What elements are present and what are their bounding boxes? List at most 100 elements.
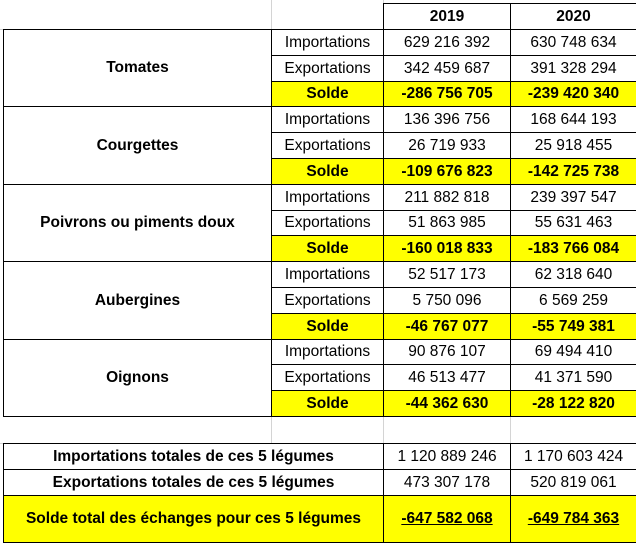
value-cell-text: 6 569 259 <box>539 291 608 309</box>
total-value-text: 473 307 178 <box>403 473 491 491</box>
value-cell[interactable]: 46 513 477 <box>383 364 511 391</box>
total-label[interactable]: Importations totales de ces 5 légumes <box>3 443 384 470</box>
value-cell[interactable]: -28 122 820 <box>510 390 636 417</box>
total-value[interactable]: -647 582 068 <box>383 495 511 543</box>
empty-cell <box>510 416 636 444</box>
total-value-text: -647 582 068 <box>401 510 493 527</box>
value-cell[interactable]: 90 876 107 <box>383 339 511 365</box>
value-cell[interactable]: 168 644 193 <box>510 106 636 133</box>
year-header-2019[interactable]: 2019 <box>383 3 511 30</box>
value-cell[interactable]: -46 767 077 <box>383 313 511 340</box>
total-label-text: Importations totales de ces 5 légumes <box>53 447 334 465</box>
value-cell-text: 69 494 410 <box>534 343 613 360</box>
row-label-text: Solde <box>306 85 349 102</box>
row-label[interactable]: Exportations <box>271 210 384 236</box>
value-cell-text: 41 371 590 <box>534 368 613 386</box>
product-name[interactable]: Courgettes <box>3 106 272 185</box>
product-name[interactable]: Oignons <box>3 339 272 417</box>
value-cell-text: 211 882 818 <box>404 188 490 206</box>
total-value[interactable]: 1 120 889 246 <box>383 443 511 470</box>
row-label-text: Solde <box>306 162 349 180</box>
product-name[interactable]: Aubergines <box>3 261 272 340</box>
total-label[interactable]: Exportations totales de ces 5 légumes <box>3 469 384 496</box>
value-cell[interactable]: -109 676 823 <box>383 158 511 185</box>
total-value[interactable]: 473 307 178 <box>383 469 511 496</box>
row-label[interactable]: Exportations <box>271 287 384 314</box>
total-value[interactable]: 520 819 061 <box>510 469 636 496</box>
value-cell[interactable]: 26 719 933 <box>383 132 511 159</box>
value-cell[interactable]: 239 397 547 <box>510 184 636 211</box>
total-value-text: 520 819 061 <box>530 473 617 491</box>
value-cell-text: 52 517 173 <box>408 265 486 283</box>
product-name[interactable]: Tomates <box>3 29 272 107</box>
row-label-text: Importations <box>284 343 371 360</box>
row-label[interactable]: Exportations <box>271 364 384 391</box>
value-cell[interactable]: 55 631 463 <box>510 210 636 236</box>
value-cell[interactable]: 41 371 590 <box>510 364 636 391</box>
value-cell[interactable]: -142 725 738 <box>510 158 636 185</box>
value-cell[interactable]: 211 882 818 <box>383 184 511 211</box>
row-label[interactable]: Importations <box>271 106 384 133</box>
value-cell[interactable]: 52 517 173 <box>383 261 511 288</box>
value-cell[interactable]: 136 396 756 <box>383 106 511 133</box>
value-cell-text: -55 749 381 <box>532 317 615 335</box>
value-cell-text: 62 318 640 <box>534 265 613 283</box>
year-header-2020[interactable]: 2020 <box>510 3 636 30</box>
row-label-text: Solde <box>306 239 349 257</box>
row-label[interactable]: Importations <box>271 29 384 56</box>
product-name-text: Aubergines <box>94 291 181 309</box>
row-label[interactable]: Exportations <box>271 132 384 159</box>
row-label[interactable]: Solde <box>271 390 384 417</box>
value-cell-text: -239 420 340 <box>527 85 620 102</box>
row-label[interactable]: Importations <box>271 339 384 365</box>
row-label[interactable]: Solde <box>271 235 384 262</box>
value-cell[interactable]: -55 749 381 <box>510 313 636 340</box>
total-value-text: -649 784 363 <box>527 510 620 527</box>
value-cell-text: -44 362 630 <box>405 394 489 412</box>
value-cell-text: 46 513 477 <box>408 368 486 386</box>
total-label-text: Solde total des échanges pour ces 5 légu… <box>25 510 362 527</box>
value-cell-text: 55 631 463 <box>534 214 613 231</box>
value-cell[interactable]: 5 750 096 <box>383 287 511 314</box>
value-cell[interactable]: 391 328 294 <box>510 55 636 82</box>
value-cell[interactable]: -183 766 084 <box>510 235 636 262</box>
value-cell-text: 630 748 634 <box>530 33 617 51</box>
total-value[interactable]: 1 170 603 424 <box>510 443 636 470</box>
value-cell-text: -46 767 077 <box>405 317 489 335</box>
value-cell[interactable]: 51 863 985 <box>383 210 511 236</box>
total-value[interactable]: -649 784 363 <box>510 495 636 543</box>
value-cell[interactable]: 630 748 634 <box>510 29 636 56</box>
value-cell[interactable]: 342 459 687 <box>383 55 511 82</box>
product-name[interactable]: Poivrons ou piments doux <box>3 184 272 262</box>
row-label[interactable]: Solde <box>271 158 384 185</box>
row-label[interactable]: Exportations <box>271 55 384 82</box>
value-cell[interactable]: -286 756 705 <box>383 81 511 107</box>
value-cell-text: 342 459 687 <box>403 59 491 77</box>
row-label-text: Exportations <box>284 214 371 231</box>
value-cell-text: -142 725 738 <box>527 162 620 180</box>
value-cell-text: -28 122 820 <box>532 394 615 412</box>
row-label-text: Solde <box>306 394 349 412</box>
total-value-text: 1 120 889 246 <box>397 447 497 465</box>
value-cell-text: 25 918 455 <box>534 136 613 154</box>
value-cell[interactable]: 6 569 259 <box>510 287 636 314</box>
row-label-text: Exportations <box>284 368 371 386</box>
value-cell-text: 90 876 107 <box>408 343 486 360</box>
total-label[interactable]: Solde total des échanges pour ces 5 légu… <box>3 495 384 543</box>
row-label[interactable]: Importations <box>271 261 384 288</box>
value-cell[interactable]: 629 216 392 <box>383 29 511 56</box>
value-cell[interactable]: -44 362 630 <box>383 390 511 417</box>
row-label[interactable]: Solde <box>271 313 384 340</box>
value-cell[interactable]: 62 318 640 <box>510 261 636 288</box>
empty-cell <box>271 416 384 444</box>
value-cell[interactable]: 69 494 410 <box>510 339 636 365</box>
row-label[interactable]: Solde <box>271 81 384 107</box>
row-label-text: Exportations <box>284 136 371 154</box>
value-cell-text: -160 018 833 <box>401 239 493 257</box>
row-label[interactable]: Importations <box>271 184 384 211</box>
value-cell[interactable]: -239 420 340 <box>510 81 636 107</box>
row-label-text: Exportations <box>284 59 371 77</box>
value-cell[interactable]: 25 918 455 <box>510 132 636 159</box>
value-cell[interactable]: -160 018 833 <box>383 235 511 262</box>
